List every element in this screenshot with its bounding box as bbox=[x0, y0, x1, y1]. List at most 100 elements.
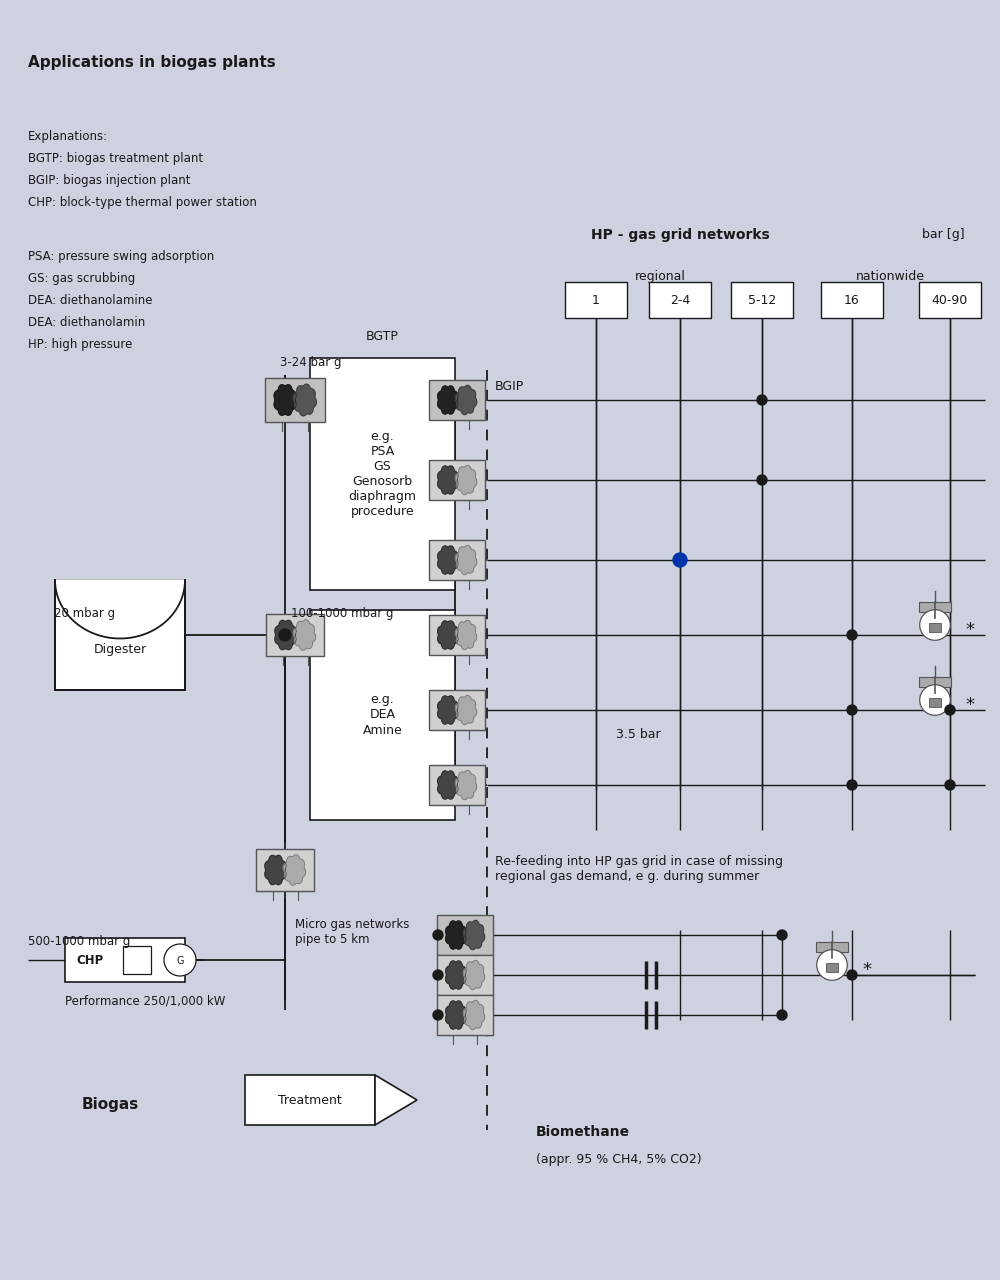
Bar bbox=[929, 623, 941, 632]
Text: bar [g]: bar [g] bbox=[922, 228, 965, 241]
Text: BGTP: biogas treatment plant: BGTP: biogas treatment plant bbox=[28, 152, 203, 165]
Polygon shape bbox=[446, 1001, 466, 1029]
Circle shape bbox=[945, 705, 955, 716]
Bar bbox=[429, 460, 485, 500]
Bar bbox=[265, 378, 325, 422]
Polygon shape bbox=[283, 855, 306, 886]
Polygon shape bbox=[455, 621, 477, 650]
Text: 2-4: 2-4 bbox=[670, 293, 690, 306]
Polygon shape bbox=[463, 960, 485, 989]
Text: 3-24 bar g: 3-24 bar g bbox=[280, 356, 342, 369]
Circle shape bbox=[847, 970, 857, 980]
Circle shape bbox=[847, 780, 857, 790]
Text: regional: regional bbox=[635, 270, 685, 283]
Bar bbox=[826, 964, 838, 973]
Text: PSA: pressure swing adsorption: PSA: pressure swing adsorption bbox=[28, 250, 214, 262]
Text: e.g.
PSA
GS
Genosorb
diaphragm
procedure: e.g. PSA GS Genosorb diaphragm procedure bbox=[349, 430, 416, 518]
Text: CHP: block-type thermal power station: CHP: block-type thermal power station bbox=[28, 196, 257, 209]
Bar bbox=[437, 915, 493, 955]
Text: Performance 250/1,000 kW: Performance 250/1,000 kW bbox=[65, 995, 225, 1009]
Text: Biogas: Biogas bbox=[81, 1097, 139, 1112]
Polygon shape bbox=[463, 920, 485, 950]
Bar bbox=[65, 938, 185, 982]
Polygon shape bbox=[455, 695, 477, 724]
Polygon shape bbox=[446, 920, 466, 948]
Text: GS: gas scrubbing: GS: gas scrubbing bbox=[28, 271, 135, 285]
Circle shape bbox=[920, 609, 950, 640]
Text: Treatment: Treatment bbox=[278, 1093, 342, 1106]
Text: BGIP: BGIP bbox=[495, 380, 524, 393]
Bar bbox=[821, 282, 883, 317]
Circle shape bbox=[164, 945, 196, 975]
Text: e.g.
DEA
Amine: e.g. DEA Amine bbox=[363, 694, 402, 736]
Polygon shape bbox=[455, 771, 477, 800]
Text: 1: 1 bbox=[592, 293, 600, 306]
Bar bbox=[429, 540, 485, 580]
Circle shape bbox=[433, 931, 443, 940]
Text: 16: 16 bbox=[844, 293, 860, 306]
Text: 500-1000 mbar g: 500-1000 mbar g bbox=[28, 934, 130, 948]
Bar bbox=[429, 764, 485, 805]
Polygon shape bbox=[265, 855, 286, 884]
Circle shape bbox=[817, 950, 847, 980]
Circle shape bbox=[279, 628, 291, 641]
Polygon shape bbox=[438, 696, 458, 724]
Text: Applications in biogas plants: Applications in biogas plants bbox=[28, 55, 276, 70]
Polygon shape bbox=[55, 580, 185, 639]
Bar bbox=[929, 698, 941, 707]
Text: Micro gas networks
pipe to 5 km: Micro gas networks pipe to 5 km bbox=[295, 918, 409, 946]
Polygon shape bbox=[463, 1001, 485, 1029]
Polygon shape bbox=[446, 961, 466, 989]
Circle shape bbox=[433, 970, 443, 980]
Bar bbox=[919, 602, 951, 612]
Text: Re-feeding into HP gas grid in case of missing
regional gas demand, e g. during : Re-feeding into HP gas grid in case of m… bbox=[495, 855, 783, 883]
Circle shape bbox=[433, 1010, 443, 1020]
Polygon shape bbox=[293, 620, 316, 650]
Circle shape bbox=[847, 705, 857, 716]
Bar bbox=[649, 282, 711, 317]
Text: DEA: diethanolamin: DEA: diethanolamin bbox=[28, 316, 145, 329]
Circle shape bbox=[757, 475, 767, 485]
Bar bbox=[731, 282, 793, 317]
Polygon shape bbox=[438, 466, 458, 494]
Bar bbox=[919, 677, 951, 687]
Bar bbox=[310, 611, 455, 820]
Text: BGTP: BGTP bbox=[366, 330, 399, 343]
Text: *: * bbox=[862, 961, 871, 979]
Polygon shape bbox=[274, 385, 296, 415]
Polygon shape bbox=[455, 545, 477, 575]
Text: BGIP: biogas injection plant: BGIP: biogas injection plant bbox=[28, 174, 190, 187]
Text: 20 mbar g: 20 mbar g bbox=[54, 607, 115, 620]
Bar bbox=[55, 580, 185, 690]
Bar bbox=[437, 955, 493, 996]
Polygon shape bbox=[375, 1075, 417, 1125]
Bar bbox=[245, 1075, 375, 1125]
Bar bbox=[310, 358, 455, 590]
Circle shape bbox=[777, 1010, 787, 1020]
Circle shape bbox=[847, 630, 857, 640]
Polygon shape bbox=[293, 384, 316, 416]
Polygon shape bbox=[438, 621, 458, 649]
Bar bbox=[437, 995, 493, 1036]
Bar bbox=[429, 614, 485, 655]
Text: 5-12: 5-12 bbox=[748, 293, 776, 306]
Text: *: * bbox=[965, 621, 974, 639]
Circle shape bbox=[945, 780, 955, 790]
Text: Digester: Digester bbox=[93, 644, 147, 657]
Text: G: G bbox=[176, 956, 184, 966]
Text: 100-1000 mbar g: 100-1000 mbar g bbox=[291, 607, 394, 620]
Text: HP: high pressure: HP: high pressure bbox=[28, 338, 132, 351]
Text: *: * bbox=[965, 696, 974, 714]
Circle shape bbox=[920, 685, 950, 716]
Text: (appr. 95 % CH4, 5% CO2): (appr. 95 % CH4, 5% CO2) bbox=[536, 1153, 702, 1166]
Polygon shape bbox=[438, 771, 458, 799]
Bar bbox=[123, 946, 151, 974]
Text: DEA: diethanolamine: DEA: diethanolamine bbox=[28, 294, 152, 307]
Circle shape bbox=[777, 931, 787, 940]
Text: 3.5 bar: 3.5 bar bbox=[616, 728, 661, 741]
Bar bbox=[816, 942, 848, 952]
Polygon shape bbox=[455, 466, 477, 494]
Polygon shape bbox=[275, 621, 296, 650]
Circle shape bbox=[757, 396, 767, 404]
Bar bbox=[565, 282, 627, 317]
